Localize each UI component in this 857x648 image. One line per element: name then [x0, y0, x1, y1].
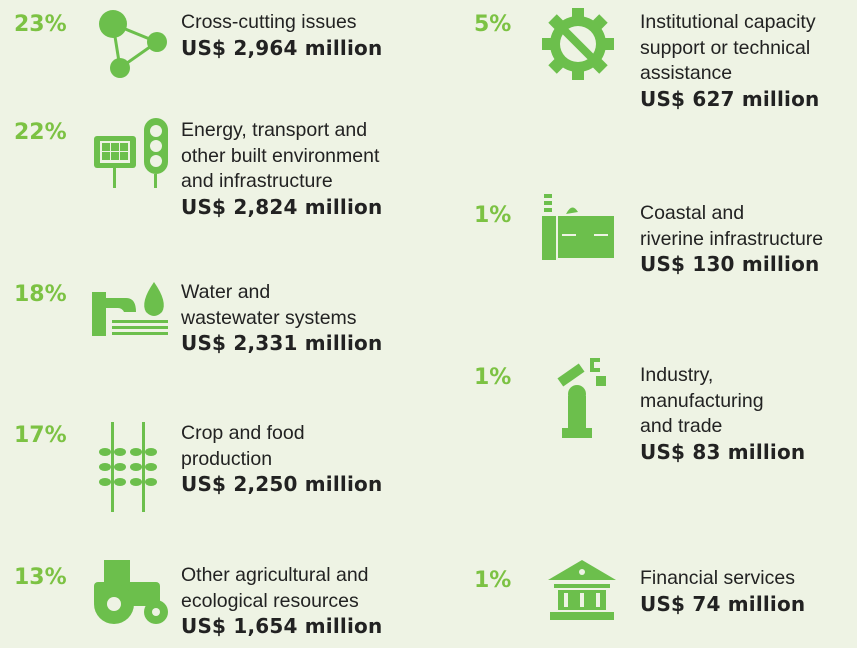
item-amount: US$ 74 million	[640, 591, 806, 616]
coastal-icon	[542, 194, 614, 260]
gear-icon	[542, 8, 614, 80]
percent: 18%	[14, 282, 67, 307]
item-amount: US$ 2,964 million	[181, 35, 383, 60]
item-label: ecological resources	[181, 589, 359, 612]
item-amount: US$ 1,654 million	[181, 614, 383, 638]
item-label: Industry,	[640, 364, 714, 386]
item-label: Cross-cutting issues	[181, 11, 357, 33]
bank-icon	[548, 560, 616, 620]
percent: 17%	[14, 423, 67, 448]
item-label: and infrastructure	[181, 170, 333, 192]
percent: 1%	[474, 568, 512, 593]
item-label: Water and	[181, 281, 271, 303]
item-text: Coastal and riverine infrastructure US$ 13…	[640, 201, 823, 278]
item-label: riverine infrastructure	[640, 227, 824, 250]
percent: 22%	[14, 120, 67, 145]
tractor-icon	[94, 560, 168, 624]
item-amount: US$ 2,250 million	[181, 472, 383, 496]
energy-icon	[94, 118, 168, 188]
item-amount: US$ 627 million	[640, 86, 820, 111]
water-icon	[92, 282, 168, 336]
item-text: Water and wastewater systems US$ 2,331 mil…	[181, 280, 382, 357]
item-label: Energy, transport and	[181, 119, 368, 141]
percent: 5%	[474, 12, 512, 37]
item-text: Financial services US$ 74 million	[640, 566, 805, 617]
percent: 23%	[14, 12, 67, 37]
robot-arm-icon	[557, 358, 606, 438]
item-amount: US$ 83 million	[640, 439, 806, 464]
crop-icon	[99, 422, 157, 512]
item-text: Other agricultural and ecological resourc…	[181, 563, 382, 640]
item-label: assistance	[640, 62, 733, 84]
item-label: Crop and food	[181, 422, 305, 444]
item-amount: US$ 130 million	[640, 252, 820, 276]
item-label: and trade	[640, 415, 723, 437]
item-label: production	[181, 447, 273, 470]
percent: 13%	[14, 565, 67, 590]
item-label: Other agricultural and	[181, 564, 369, 586]
item-text: Institutional capacity support or technic…	[640, 10, 819, 112]
item-amount: US$ 2,331 million	[181, 331, 383, 355]
item-text: Crop and food production US$ 2,250 million	[181, 421, 382, 498]
item-label: support or technical	[640, 36, 811, 59]
percent: 1%	[474, 365, 512, 390]
item-text: Energy, transport and other built environ…	[181, 118, 382, 220]
item-label: Coastal and	[640, 202, 745, 224]
item-label: manufacturing	[640, 389, 764, 412]
item-text: Cross-cutting issues US$ 2,964 million	[181, 10, 382, 61]
item-text: Industry, manufacturing and trade US$ 83 mi…	[640, 363, 805, 465]
item-label: wastewater systems	[181, 306, 357, 329]
item-label: other built environment	[181, 144, 380, 167]
network-icon	[99, 10, 167, 78]
item-label: Financial services	[640, 567, 795, 589]
item-label: Institutional capacity	[640, 11, 816, 33]
item-amount: US$ 2,824 million	[181, 194, 383, 219]
percent: 1%	[474, 203, 512, 228]
